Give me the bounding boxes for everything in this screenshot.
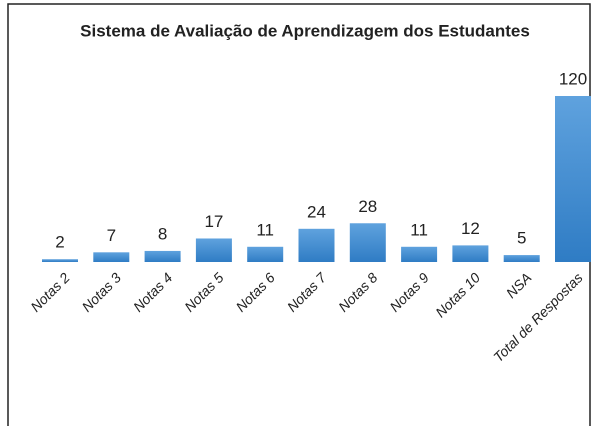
x-tick-label: Notas 8 [335,269,381,315]
x-tick-label: Notas 2 [27,269,73,315]
bar [144,250,181,262]
bar [452,245,489,262]
bar [503,255,540,262]
data-label: 24 [307,202,326,221]
bar [247,246,284,262]
data-label: 11 [410,220,428,239]
x-tick-label: Total de Respostas [490,269,586,365]
bar [195,238,232,262]
bar [555,96,591,262]
x-tick-label: Notas 9 [386,269,432,315]
data-label: 17 [204,212,223,231]
data-label: 8 [158,224,167,243]
chart-title: Sistema de Avaliação de Aprendizagem dos… [80,21,530,40]
x-tick-label: Notas 5 [181,269,227,315]
bar [93,252,130,262]
bar [401,246,438,262]
data-label: 28 [358,197,377,216]
x-tick-label: Notas 7 [284,269,330,315]
data-label: 11 [256,220,274,239]
data-label: 12 [461,219,480,238]
x-tick-label: Notas 10 [432,269,483,320]
bar [298,228,335,262]
x-tick-label: NSA [503,269,535,301]
data-label: 120 [559,69,587,88]
x-tick-label: Notas 3 [79,269,125,315]
x-tick-label: Notas 4 [130,269,176,315]
x-tick-label: Notas 6 [233,269,279,315]
data-label: 5 [517,229,526,248]
bar [349,223,386,262]
bar [42,259,78,262]
data-label: 7 [107,226,116,245]
data-label: 2 [55,233,64,252]
